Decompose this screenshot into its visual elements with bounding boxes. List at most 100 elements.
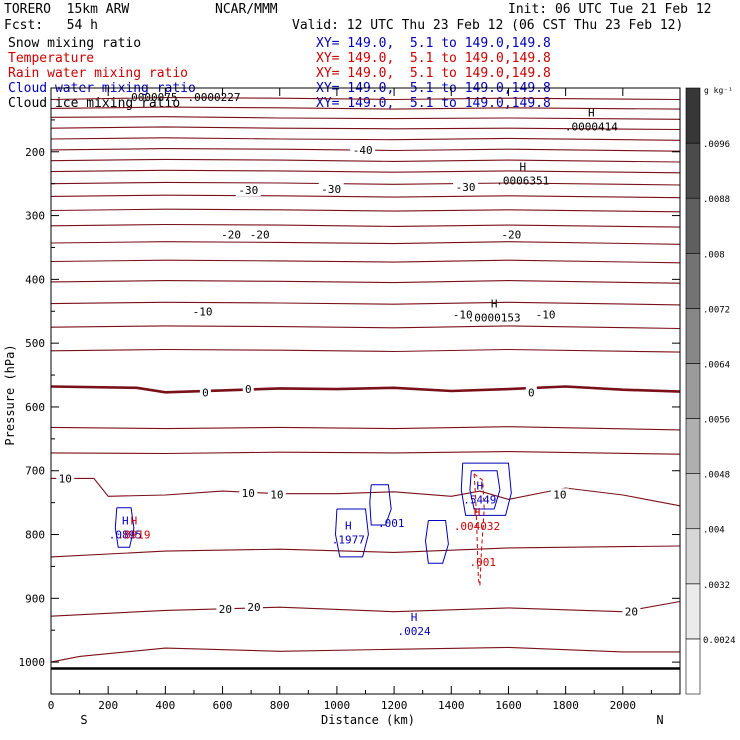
x-tick-label: 2000 [610, 699, 637, 712]
temperature-contour [50, 600, 681, 617]
temperature-contour [50, 137, 681, 141]
temperature-contour [50, 169, 681, 174]
temperature-label: -30 [238, 184, 258, 197]
y-tick-label: 700 [25, 465, 45, 478]
x-tick-label: 600 [213, 699, 233, 712]
temperature-contour [50, 646, 680, 663]
temperature-contour [50, 241, 681, 245]
maximum-marker: H [122, 515, 129, 528]
contour-layer [50, 97, 681, 670]
maximum-value-label: .5449 [463, 493, 496, 506]
temperature-contour [50, 426, 681, 431]
temperature-label-bg [350, 143, 376, 156]
temperature-label: -20 [250, 229, 270, 242]
temperature-label-bg [533, 308, 559, 321]
colorbar-bin [685, 418, 701, 474]
y-tick-label: 500 [25, 337, 45, 350]
colorbar-tick-label: .0032 [703, 581, 730, 591]
temperature-contour [50, 208, 681, 213]
maximum-value-label: .0024 [398, 625, 431, 638]
valid-time: Valid: 12 UTC Thu 23 Feb 12 (06 CST Thu … [292, 18, 684, 33]
temperature-label-bg [453, 180, 479, 193]
x-tick-label: 1600 [495, 699, 522, 712]
temperature-label: -40 [353, 144, 373, 157]
temperature-contour [50, 280, 681, 284]
colorbar-bin [685, 583, 701, 640]
colorbar-tick-label: .004 [703, 526, 725, 536]
temperature-label: -20 [221, 229, 241, 242]
temperature-label-bg [247, 228, 273, 241]
temperature-label: -10 [193, 305, 213, 318]
maximum-value-label: .0000227 [187, 91, 240, 104]
organization: NCAR/MMM [215, 2, 278, 17]
temperature-contour [50, 301, 681, 306]
cloud-water-contour [114, 507, 135, 548]
maximum-value-label: .8919 [117, 529, 150, 542]
temperature-label-bg [235, 184, 261, 197]
temperature-label-bg [450, 308, 476, 321]
colorbar-tick-label: .0064 [703, 360, 730, 370]
temperature-label: 0 [202, 386, 209, 399]
x-tick-label: 1400 [438, 699, 465, 712]
temperature-contour [50, 223, 681, 228]
temperature-contour [50, 106, 681, 110]
maximum-value-label: .004032 [454, 520, 500, 533]
maximum-value-label: .0895 [109, 529, 142, 542]
temperature-contour [50, 259, 681, 264]
temperature-label: -10 [536, 308, 556, 321]
x-tick-label: 800 [270, 699, 290, 712]
temperature-label-bg [56, 472, 75, 485]
x-tick-label: 1800 [552, 699, 579, 712]
contour-label-layer: -40 -30 -30 -30 -20 -20 -20 -10 -10 -10 0 0 0 10 10 10 1… [56, 91, 641, 638]
y-tick-label: 200 [25, 146, 45, 159]
temperature-contour [50, 97, 681, 101]
colorbar: 0.0024 .0032 .004 .0048 .0056 .0064 .0072 .008.… [685, 87, 736, 695]
maximum-marker: H [588, 106, 595, 119]
x-tick-label: 1200 [381, 699, 408, 712]
temperature-label-bg [498, 228, 524, 241]
temperature-contour [50, 348, 681, 353]
colorbar-tick-label: .0056 [703, 416, 730, 426]
legend-rain-name: Rain water mixing ratio [8, 66, 189, 81]
temperature-label: 10 [242, 487, 255, 500]
temperature-label-bg [218, 228, 244, 241]
temperature-label-bg [318, 182, 344, 195]
maximum-marker: H [477, 479, 484, 492]
colorbar-tick-label: .0088 [703, 195, 730, 205]
maximum-value-label: .1977 [332, 534, 365, 547]
y-tick-label: 400 [25, 273, 45, 286]
temperature-label: 10 [553, 488, 566, 501]
cloud-water-contour [469, 470, 501, 510]
y-tick-label: 800 [25, 529, 45, 542]
colorbar-bin [685, 142, 701, 199]
temperature-label: -30 [456, 181, 476, 194]
colorbar-bin [685, 363, 701, 419]
south-end-label: S [80, 713, 87, 727]
maximum-value-label: .001 [469, 556, 496, 569]
colorbar-tick-label: .0096 [703, 140, 730, 150]
temperature-label: -20 [501, 229, 521, 242]
colorbar-bin [685, 252, 701, 309]
legend-temperature-name: Temperature [8, 51, 95, 66]
colorbar-bin [685, 308, 701, 364]
north-end-label: N [656, 713, 663, 727]
legend-snow-name: Snow mixing ratio [8, 36, 142, 51]
x-axis: 0 200 400 600 800 1000 1200 1400 1600 1800 2000 [48, 88, 652, 712]
temperature-contour [50, 194, 681, 199]
x-tick-label: 200 [98, 699, 118, 712]
temperature-label-bg [267, 488, 286, 501]
x-tick-label: 0 [48, 699, 55, 712]
temperature-contour [50, 325, 681, 330]
colorbar-tick-label: .008 [703, 250, 725, 260]
maximum-value-label: .0000075 [125, 91, 178, 104]
temperature-label: -10 [453, 308, 473, 321]
maximum-marker: H [474, 506, 481, 519]
y-tick-label: 300 [25, 210, 45, 223]
maximum-value-label: .0000414 [565, 120, 618, 133]
temperature-label: 10 [59, 472, 72, 485]
colorbar-bin [685, 473, 701, 530]
colorbar-bin [685, 87, 701, 144]
y-tick-label: 1000 [19, 656, 46, 669]
plot-frame [50, 87, 681, 695]
temperature-label: -30 [321, 183, 341, 196]
